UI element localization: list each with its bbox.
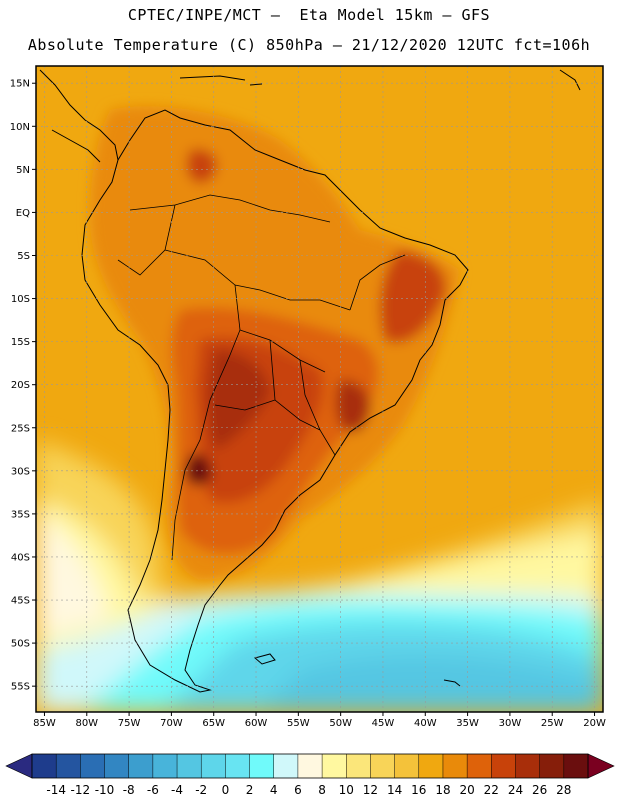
lat-tick-label: 10N: [10, 122, 30, 133]
colorbar-label: 10: [339, 783, 354, 797]
colorbar-label: -8: [123, 783, 135, 797]
colorbar-label: -14: [46, 783, 66, 797]
colorbar-swatch: [370, 754, 395, 778]
lat-tick-label: 10S: [11, 294, 30, 305]
title-line-2: Absolute Temperature (C) 850hPa – 21/12/…: [27, 36, 591, 54]
title-line-1: CPTEC/INPE/MCT – Eta Model 15km – GFS: [127, 6, 491, 24]
lat-tick-label: 15N: [10, 79, 30, 90]
lat-tick-label: 5S: [17, 251, 30, 262]
map-frame: [35, 65, 604, 713]
colorbar-swatch: [177, 754, 202, 778]
colorbar-label: -6: [147, 783, 159, 797]
colorbar-swatch: [297, 754, 323, 778]
longitude-ticks: 85W 80W 75W 70W 65W 60W 55W 50W 45W 40W 35W 30W 25W 2…: [33, 712, 606, 729]
colorbar-swatch: [104, 754, 129, 778]
colorbar-label: 18: [435, 783, 450, 797]
colorbar-swatch: [539, 754, 565, 778]
colorbar-label: 24: [508, 783, 523, 797]
colorbar-label: 6: [294, 783, 302, 797]
colorbar-swatch: [491, 754, 516, 778]
lat-tick-label: 15S: [11, 337, 30, 348]
colorbar-swatch: [56, 754, 81, 778]
colorbar-swatch: [442, 754, 468, 778]
colorbar-label: 22: [484, 783, 499, 797]
lat-tick-label: 30S: [11, 466, 30, 477]
colorbar-swatch: [249, 754, 275, 778]
coastlines: [39, 69, 581, 693]
colorbar-label: 0: [222, 783, 230, 797]
colorbar-label: -12: [71, 783, 91, 797]
colorbar-swatch: [128, 754, 154, 778]
lat-tick-label: 50S: [11, 639, 30, 650]
central-america-coastline: [39, 69, 119, 163]
colorbar-swatch: [322, 754, 347, 778]
temperature-field: [36, 66, 603, 712]
colorbar-label: 14: [387, 783, 402, 797]
lat-tick-label: 20S: [11, 380, 30, 391]
lat-tick-label: 40S: [11, 552, 30, 563]
lon-tick-label: 35W: [456, 718, 479, 729]
lat-tick-label: 35S: [11, 509, 30, 520]
lon-tick-label: 40W: [414, 718, 437, 729]
colorbar-label: -10: [95, 783, 115, 797]
small-island: [443, 679, 461, 687]
lon-tick-label: 30W: [499, 718, 522, 729]
lon-tick-label: 80W: [75, 718, 98, 729]
lon-tick-label: 85W: [33, 718, 56, 729]
colorbar-label: 2: [246, 783, 254, 797]
lat-tick-label: 5N: [16, 165, 30, 176]
colorbar-label: -4: [171, 783, 183, 797]
colorbar-under-arrow: [5, 753, 33, 779]
colorbar-swatch: [563, 754, 589, 778]
colorbar-frame: [31, 753, 589, 779]
lat-tick-label: 45S: [11, 596, 30, 607]
lat-tick-label: EQ: [16, 208, 30, 219]
colorbar-label: 26: [532, 783, 547, 797]
south-america-coastline: [81, 109, 469, 693]
colorbar-label: 4: [270, 783, 278, 797]
colorbar-swatch: [515, 754, 540, 778]
colorbar-swatch: [346, 754, 371, 778]
colorbar-label: 12: [363, 783, 378, 797]
falklands: [253, 653, 276, 665]
colorbar-label: 16: [411, 783, 426, 797]
colorbar-swatch: [273, 754, 299, 778]
lon-tick-label: 55W: [287, 718, 310, 729]
colorbar-swatch: [418, 754, 444, 778]
lat-tick-label: 55S: [11, 682, 30, 693]
lon-tick-label: 75W: [118, 718, 141, 729]
colorbar-label: 20: [459, 783, 474, 797]
colorbar-label: -2: [195, 783, 207, 797]
colorbar-over-arrow: [587, 753, 615, 779]
caribbean-islands: [179, 69, 581, 91]
colorbar-swatch: [201, 754, 226, 778]
colorbar: -14 -12 -10 -8 -6 -4 -2 0 2 4 6 8 10 12 14 16 18 20 22 24 26…: [5, 753, 615, 797]
colorbar-swatch: [80, 754, 105, 778]
colorbar-swatch: [394, 754, 420, 778]
colorbar-swatch: [32, 754, 57, 778]
lon-tick-label: 50W: [329, 718, 352, 729]
lon-tick-label: 25W: [541, 718, 564, 729]
colorbar-swatch: [225, 754, 250, 778]
lon-tick-label: 65W: [202, 718, 225, 729]
lon-tick-label: 45W: [372, 718, 395, 729]
lon-tick-label: 70W: [160, 718, 183, 729]
colorbar-swatch: [152, 754, 178, 778]
colorbar-swatch: [467, 754, 492, 778]
colorbar-label: 28: [556, 783, 571, 797]
lon-tick-label: 20W: [583, 718, 606, 729]
lon-tick-label: 60W: [245, 718, 268, 729]
country-borders: [117, 194, 406, 561]
latitude-ticks: 15N 10N 5N EQ 5S 10S 15S 20S 25S 30S 35S 40S 45S 50S 5…: [10, 79, 36, 693]
lat-tick-label: 25S: [11, 423, 30, 434]
colorbar-label: 8: [318, 783, 326, 797]
